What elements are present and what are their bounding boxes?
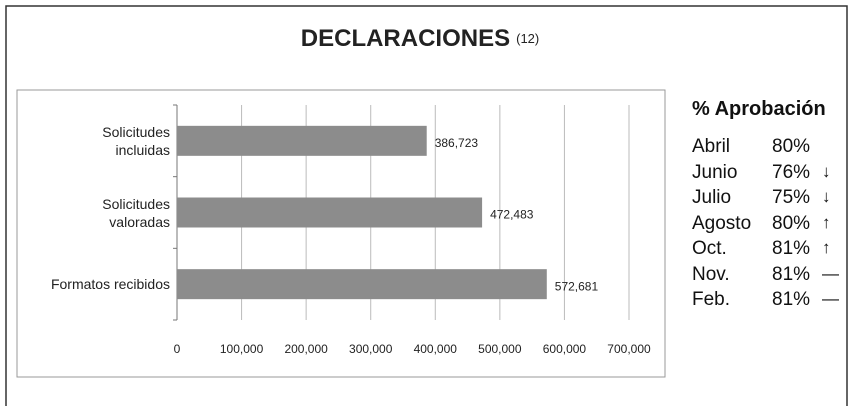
category-label: Formatos recibidos	[50, 276, 170, 293]
value-label: 472,483	[490, 208, 534, 222]
percent: 76%	[772, 161, 811, 183]
x-tick-label: 300,000	[349, 342, 393, 356]
x-tick-label: 0	[174, 342, 181, 356]
category-label: Solicitudes incluidas	[102, 123, 170, 158]
month: Julio	[692, 187, 732, 208]
x-tick-label: 500,000	[478, 342, 522, 356]
percent: 81%	[772, 238, 811, 259]
month: Junio	[692, 161, 738, 183]
chart-title: DECLARACIONES (12)	[301, 25, 539, 52]
month: Oct.	[692, 238, 727, 259]
approval-title: % Aprobación	[692, 98, 826, 120]
percent: 75%	[772, 187, 811, 208]
month: Agosto	[692, 212, 752, 234]
x-tick-label: 600,000	[543, 342, 587, 356]
bar	[177, 197, 483, 228]
trend: ↓	[822, 187, 831, 206]
percent: 80%	[772, 212, 811, 234]
x-tick-label: 400,000	[414, 342, 458, 356]
percent: 81%	[772, 289, 811, 310]
chart-box	[16, 89, 666, 378]
title-count: (12)	[516, 31, 539, 46]
title-main: DECLARACIONES	[301, 25, 510, 52]
bar	[177, 125, 427, 156]
value-label: 386,723	[435, 136, 479, 150]
x-tick-label: 100,000	[220, 342, 264, 356]
value-label: 572,681	[555, 279, 599, 293]
trend: ↓	[822, 161, 831, 181]
trend: ↑	[822, 238, 831, 257]
month: Feb.	[692, 289, 731, 310]
frame	[5, 5, 848, 406]
bar	[177, 269, 547, 300]
percent: 80%	[772, 136, 811, 157]
category-label: Solicitudes valoradas	[102, 195, 170, 230]
trend: ↑	[822, 212, 831, 232]
x-tick-label: 700,000	[607, 342, 651, 356]
trend: —	[822, 263, 839, 283]
month: Abril	[692, 136, 731, 157]
month: Nov.	[692, 263, 730, 285]
percent: 81%	[772, 263, 811, 285]
trend: —	[822, 289, 839, 308]
x-tick-label: 200,000	[284, 342, 328, 356]
